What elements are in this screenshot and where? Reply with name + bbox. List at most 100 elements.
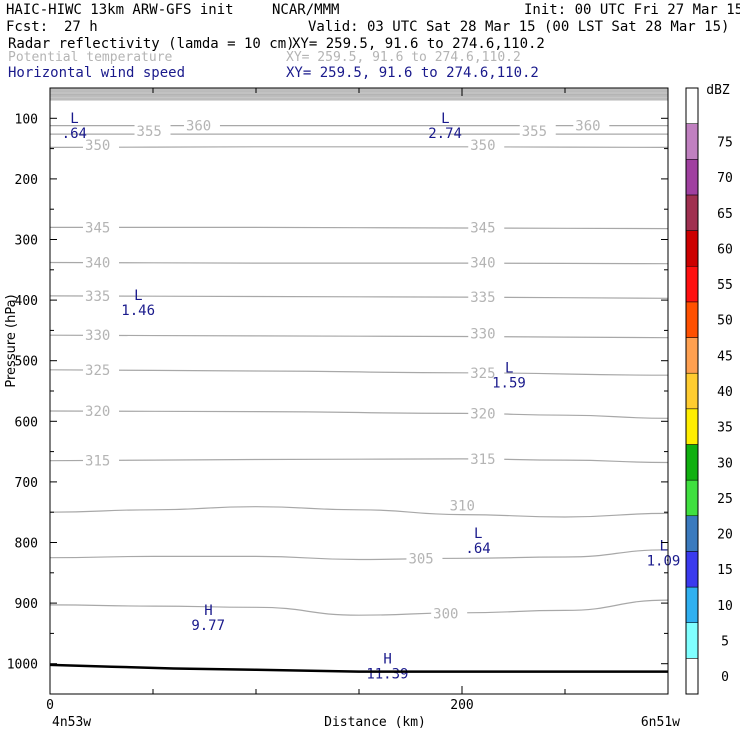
theta-contour-320 bbox=[49, 410, 669, 419]
colorbar-label: 40 bbox=[717, 385, 733, 400]
plot-background bbox=[50, 88, 668, 694]
theta-label-bg bbox=[406, 550, 443, 566]
colorbar-label: 10 bbox=[717, 599, 733, 614]
theta-label: 360 bbox=[186, 119, 211, 135]
theta-label-bg bbox=[83, 136, 120, 152]
theta-label-bg bbox=[183, 117, 220, 133]
theta-contour-300 bbox=[49, 599, 669, 616]
theta-label: 300 bbox=[433, 606, 458, 622]
wind-extremum-value: .64 bbox=[62, 126, 87, 142]
theta-label-bg bbox=[83, 219, 120, 235]
colorbar-swatch bbox=[685, 230, 699, 267]
wind-extremum-value: 11.39 bbox=[366, 667, 408, 683]
theta-contour-310 bbox=[49, 506, 669, 518]
y-tick-label: 500 bbox=[15, 355, 38, 370]
theta-label: 320 bbox=[470, 406, 495, 422]
theta-contour-345 bbox=[50, 226, 669, 230]
theta-label-bg bbox=[134, 123, 171, 139]
theta-label: 305 bbox=[408, 551, 433, 567]
colorbar-swatch bbox=[685, 408, 699, 445]
colorbar-swatch bbox=[685, 551, 699, 588]
colorbar-label: 0 bbox=[721, 670, 729, 685]
fcst-label: Fcst: bbox=[6, 19, 49, 35]
title-center: NCAR/MMM bbox=[272, 2, 340, 18]
colorbar-label: 25 bbox=[717, 492, 733, 507]
theta-contour-315 bbox=[49, 458, 669, 464]
colorbar-swatch bbox=[685, 586, 699, 623]
colorbar-swatch bbox=[685, 515, 699, 552]
y-tick-label: 100 bbox=[15, 112, 38, 127]
theta-label-bg bbox=[83, 327, 120, 343]
theta-label-bg bbox=[519, 123, 556, 139]
colorbar-label: 5 bbox=[721, 635, 729, 650]
theta-label-bg bbox=[468, 325, 505, 341]
y-tick-label: 200 bbox=[15, 173, 38, 188]
field-wind-xy: XY= 259.5, 91.6 to 274.6,110.2 bbox=[286, 65, 539, 81]
colorbar-swatch bbox=[685, 123, 699, 160]
colorbar-label: 20 bbox=[717, 528, 733, 543]
theta-label: 340 bbox=[470, 256, 495, 272]
colorbar-swatch bbox=[685, 265, 699, 303]
wind-extremum-value: 1.46 bbox=[121, 303, 155, 319]
wind-extremum-kind: H bbox=[204, 603, 212, 619]
theta-label-bg bbox=[431, 605, 468, 621]
colorbar: 0 5 10 15 20 25 30 35 40 45 50 55 60 65 70 75 dBZ bbox=[685, 83, 733, 695]
theta-label: 345 bbox=[85, 220, 110, 236]
colorbar-swatch bbox=[685, 194, 699, 231]
colorbar-label: 35 bbox=[717, 421, 733, 436]
wind-extremum-kind: L bbox=[474, 526, 482, 542]
theta-label: 330 bbox=[85, 328, 110, 344]
y-tick-label: 900 bbox=[15, 597, 38, 612]
theta-label: 330 bbox=[470, 326, 495, 342]
theta-label-bg bbox=[468, 289, 505, 305]
field-reflectivity-xy: XY= 259.5, 91.6 to 274.6,110.2 bbox=[292, 36, 545, 52]
theta-label: 325 bbox=[470, 366, 495, 382]
theta-label: 310 bbox=[450, 499, 475, 515]
y-tick-label: 400 bbox=[15, 294, 38, 309]
colorbar-label: 70 bbox=[717, 171, 733, 186]
theta-label-bg bbox=[447, 497, 484, 513]
theta-label-bg bbox=[468, 364, 505, 380]
colorbar-swatch bbox=[685, 444, 699, 481]
theta-label-bg bbox=[468, 405, 505, 421]
y-tick-label: 600 bbox=[15, 415, 38, 430]
field-theta-xy: XY= 259.5, 91.6 to 274.6,110.2 bbox=[286, 50, 521, 65]
colorbar-label: 60 bbox=[717, 242, 733, 257]
plot-area: 350 350 355 355 360 360 345 345 340 340 335 335 330 3… bbox=[49, 88, 681, 694]
theta-label-bg bbox=[83, 402, 120, 418]
wind-extremum-value: 1.09 bbox=[647, 553, 681, 569]
valid-time: Valid: 03 UTC Sat 28 Mar 15 (00 LST Sat … bbox=[308, 19, 730, 35]
theta-label: 355 bbox=[137, 124, 162, 140]
x-endpoint-right: 6n51w bbox=[641, 715, 680, 730]
wind-extremum-kind: L bbox=[441, 111, 449, 127]
theta-label-bg bbox=[83, 452, 120, 468]
field-wind-name: Horizontal wind speed bbox=[8, 65, 186, 81]
y-tick-label: 700 bbox=[15, 476, 38, 491]
colorbar-swatch bbox=[685, 87, 699, 124]
wind-extremum-value: 2.74 bbox=[428, 126, 462, 142]
x-axis-title: Distance (km) bbox=[324, 715, 426, 730]
title-left: HAIC-HIWC 13km ARW-GFS init bbox=[6, 2, 234, 18]
x-tick-label: 0 bbox=[46, 698, 54, 713]
theta-label: 335 bbox=[470, 290, 495, 306]
theta-label: 325 bbox=[85, 363, 110, 379]
theta-label: 350 bbox=[470, 138, 495, 154]
x-tick-label: 200 bbox=[450, 698, 473, 713]
theta-label: 350 bbox=[85, 138, 110, 154]
theta-label: 340 bbox=[85, 256, 110, 272]
theta-contour-325 bbox=[49, 369, 669, 376]
colorbar-label: 55 bbox=[717, 278, 733, 293]
colorbar-label: 50 bbox=[717, 314, 733, 329]
fcst-value: 27 h bbox=[64, 19, 98, 35]
theta-contour-330 bbox=[49, 334, 669, 339]
y-tick-label: 1000 bbox=[7, 658, 38, 673]
wind-extremum-kind: L bbox=[70, 111, 78, 127]
theta-label-bg bbox=[573, 117, 610, 133]
colorbar-label: 30 bbox=[717, 456, 733, 471]
wind-extremum-kind: L bbox=[659, 538, 667, 554]
theta-label: 345 bbox=[470, 220, 495, 236]
wind-extremum-value: 1.59 bbox=[492, 376, 526, 392]
theta-contour-340 bbox=[49, 261, 669, 265]
colorbar-swatch bbox=[685, 479, 699, 517]
